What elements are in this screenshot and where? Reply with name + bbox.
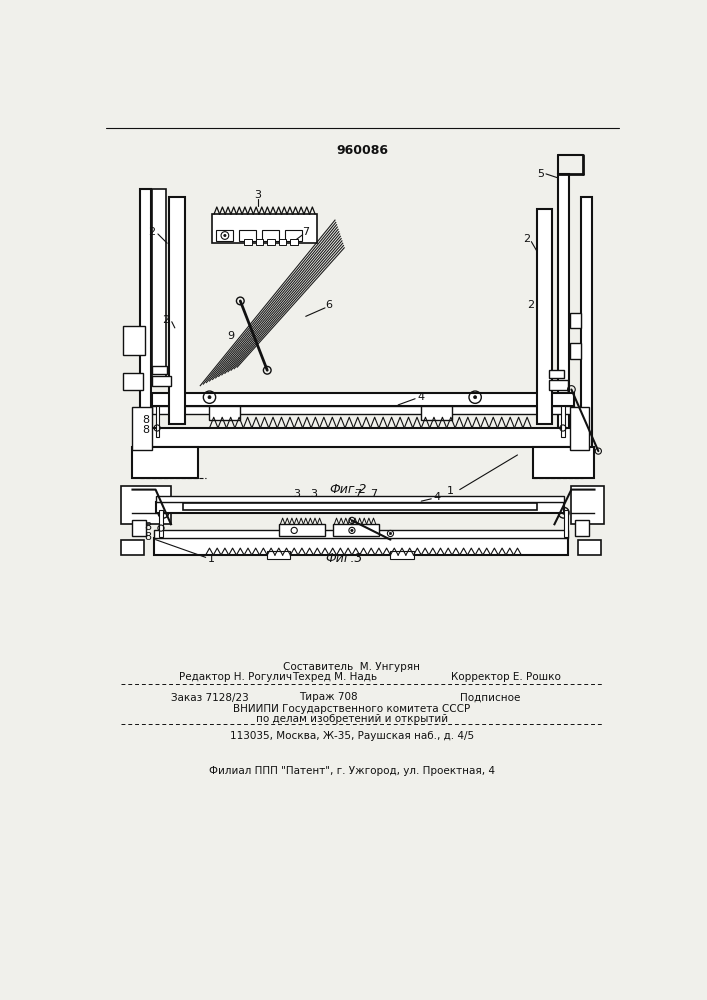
- Text: 8: 8: [144, 532, 151, 542]
- Bar: [533, 447, 595, 478]
- Bar: [182, 503, 537, 510]
- Bar: [156, 496, 564, 502]
- Bar: [421, 406, 452, 420]
- Text: Редактор Н. Рогулич: Редактор Н. Рогулич: [179, 672, 292, 682]
- Text: Фиг.3: Фиг.3: [325, 552, 363, 565]
- Text: 1: 1: [209, 554, 216, 564]
- Bar: [575, 520, 589, 536]
- Text: 5: 5: [537, 169, 544, 179]
- Text: 8: 8: [142, 415, 149, 425]
- Bar: [267, 239, 275, 245]
- Text: ВНИИПИ Государственного комитета СССР: ВНИИПИ Государственного комитета СССР: [233, 704, 471, 714]
- Bar: [285, 230, 302, 241]
- Bar: [216, 230, 233, 241]
- Circle shape: [351, 529, 353, 532]
- Text: 7: 7: [354, 489, 361, 499]
- Circle shape: [208, 396, 211, 399]
- Text: 3: 3: [255, 190, 262, 200]
- Text: 8: 8: [144, 522, 151, 532]
- Text: 7: 7: [370, 489, 377, 499]
- Text: Тираж 708: Тираж 708: [300, 692, 358, 702]
- Text: Заказ 7128/23: Заказ 7128/23: [171, 692, 249, 702]
- Bar: [140, 428, 582, 447]
- Bar: [279, 524, 325, 536]
- Bar: [156, 406, 160, 437]
- Bar: [152, 406, 573, 414]
- Bar: [152, 393, 573, 406]
- Bar: [212, 214, 317, 243]
- Text: 2: 2: [523, 234, 530, 244]
- Bar: [561, 406, 565, 437]
- Bar: [578, 540, 601, 555]
- Text: Техред М. Надь: Техред М. Надь: [293, 672, 378, 682]
- Bar: [209, 406, 240, 420]
- Bar: [132, 447, 198, 478]
- Bar: [170, 197, 185, 424]
- Bar: [154, 530, 568, 538]
- Bar: [160, 510, 163, 537]
- Bar: [571, 486, 604, 524]
- Bar: [537, 209, 552, 424]
- Text: 960086: 960086: [337, 144, 389, 157]
- Circle shape: [474, 396, 477, 399]
- Text: Филиал ППП "Патент", г. Ужгород, ул. Проектная, 4: Филиал ППП "Патент", г. Ужгород, ул. Про…: [209, 766, 495, 776]
- Circle shape: [162, 511, 165, 514]
- Bar: [123, 373, 143, 389]
- Text: 113035, Москва, Ж-35, Раушская наб., д. 4/5: 113035, Москва, Ж-35, Раушская наб., д. …: [230, 731, 474, 741]
- Bar: [279, 239, 286, 245]
- Bar: [152, 366, 167, 374]
- Bar: [121, 486, 171, 524]
- Text: Фиг.2: Фиг.2: [329, 483, 367, 496]
- Text: 3: 3: [310, 489, 317, 499]
- Circle shape: [223, 234, 226, 237]
- Bar: [549, 370, 564, 378]
- Circle shape: [562, 511, 565, 514]
- Text: 2: 2: [527, 300, 534, 310]
- Bar: [570, 312, 581, 328]
- Text: 1: 1: [447, 486, 454, 496]
- Bar: [549, 380, 568, 389]
- Bar: [563, 510, 568, 537]
- Circle shape: [390, 532, 392, 535]
- Bar: [239, 230, 256, 241]
- Bar: [156, 502, 564, 513]
- Text: 9: 9: [228, 331, 235, 341]
- Bar: [152, 189, 165, 382]
- Bar: [570, 343, 581, 359]
- Text: Составитель  М. Унгурян: Составитель М. Унгурян: [284, 662, 421, 672]
- Bar: [132, 407, 152, 450]
- Text: 4: 4: [418, 392, 425, 402]
- Bar: [244, 239, 252, 245]
- Bar: [333, 524, 379, 536]
- Bar: [256, 239, 264, 245]
- Bar: [262, 230, 279, 241]
- Bar: [121, 540, 144, 555]
- Bar: [558, 174, 569, 451]
- Text: 2: 2: [148, 227, 156, 237]
- Bar: [132, 520, 146, 536]
- Bar: [570, 407, 589, 450]
- Text: 6: 6: [325, 300, 332, 310]
- Bar: [123, 326, 145, 355]
- Text: по делам изобретений и открытий: по делам изобретений и открытий: [256, 714, 448, 724]
- Bar: [581, 197, 592, 451]
- Text: 3: 3: [293, 489, 300, 499]
- Bar: [154, 538, 568, 555]
- Text: 4: 4: [433, 492, 440, 502]
- Bar: [390, 551, 414, 559]
- Bar: [140, 189, 151, 463]
- Text: 7: 7: [302, 227, 309, 237]
- Text: Корректор Е. Рошко: Корректор Е. Рошко: [451, 672, 561, 682]
- Bar: [267, 551, 291, 559]
- Text: 2: 2: [162, 315, 169, 325]
- Bar: [291, 239, 298, 245]
- Text: 8: 8: [142, 425, 149, 435]
- Text: Подписное: Подписное: [460, 692, 521, 702]
- Bar: [152, 376, 171, 386]
